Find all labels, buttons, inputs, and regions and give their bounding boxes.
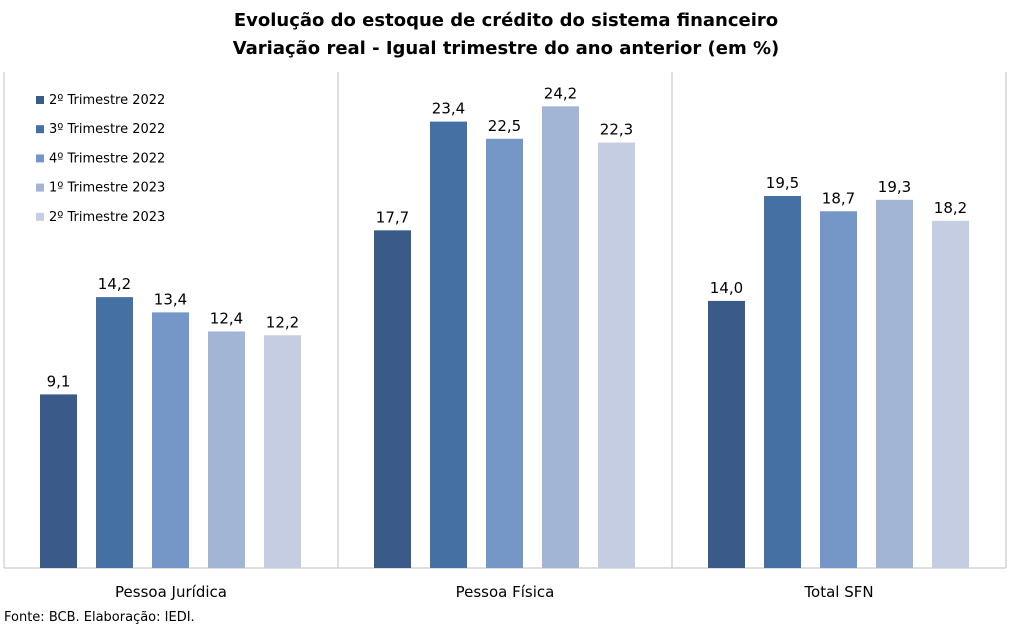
legend-swatch bbox=[36, 183, 44, 192]
legend-label: 2º Trimestre 2023 bbox=[49, 210, 165, 225]
data-label: 17,7 bbox=[376, 208, 409, 226]
source-note: Fonte: BCB. Elaboração: IEDI. bbox=[4, 610, 195, 625]
data-label: 19,5 bbox=[766, 174, 799, 192]
bar bbox=[598, 142, 635, 569]
bar bbox=[152, 312, 189, 568]
legend-swatch bbox=[36, 125, 44, 134]
data-label: 22,3 bbox=[600, 121, 633, 139]
legend-swatch bbox=[36, 96, 44, 104]
bar bbox=[40, 394, 77, 568]
data-label: 23,4 bbox=[432, 100, 465, 118]
legend-label: 3º Trimestre 2022 bbox=[49, 122, 165, 137]
bar bbox=[264, 335, 301, 568]
x-tick-label: Total SFN bbox=[803, 583, 873, 601]
data-label: 14,2 bbox=[98, 275, 131, 293]
bar bbox=[486, 138, 523, 568]
bar bbox=[542, 106, 579, 568]
data-label: 18,7 bbox=[822, 189, 855, 207]
bar bbox=[96, 297, 133, 568]
data-label: 22,5 bbox=[488, 117, 521, 135]
data-label: 19,3 bbox=[878, 178, 911, 196]
data-label: 9,1 bbox=[47, 372, 71, 390]
x-tick-label: Pessoa Jurídica bbox=[115, 583, 227, 601]
bar bbox=[764, 196, 801, 568]
bar bbox=[708, 300, 745, 568]
legend-label: 1º Trimestre 2023 bbox=[49, 181, 165, 196]
legend-swatch bbox=[36, 154, 44, 163]
data-label: 12,2 bbox=[266, 313, 299, 331]
bar bbox=[876, 199, 913, 569]
data-label: 18,2 bbox=[934, 199, 967, 217]
legend-label: 2º Trimestre 2022 bbox=[49, 93, 165, 108]
data-label: 13,4 bbox=[154, 290, 187, 308]
bar bbox=[430, 121, 467, 568]
chart-subtitle: Variação real - Igual trimestre do ano a… bbox=[232, 38, 780, 59]
bar bbox=[820, 211, 857, 568]
legend-swatch bbox=[36, 212, 44, 221]
bar bbox=[932, 220, 969, 569]
bar bbox=[374, 230, 411, 569]
data-label: 14,0 bbox=[710, 279, 743, 297]
chart-title: Evolução do estoque de crédito do sistem… bbox=[233, 10, 779, 31]
bar bbox=[208, 331, 245, 568]
legend-label: 4º Trimestre 2022 bbox=[49, 151, 165, 166]
data-label: 24,2 bbox=[544, 84, 577, 102]
data-label: 12,4 bbox=[210, 309, 243, 327]
x-tick-label: Pessoa Física bbox=[456, 583, 555, 601]
